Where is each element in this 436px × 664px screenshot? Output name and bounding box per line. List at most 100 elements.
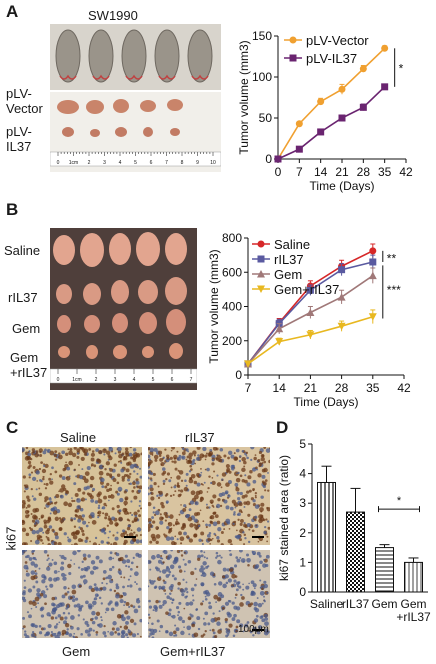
nucleus — [236, 619, 241, 624]
nucleus — [159, 520, 164, 525]
nucleus — [110, 607, 115, 612]
nucleus — [185, 601, 190, 606]
ruler-number: 2 — [88, 160, 91, 166]
nucleus — [119, 556, 124, 562]
nucleus — [80, 568, 84, 571]
nucleus — [230, 567, 232, 569]
nucleus — [47, 538, 50, 542]
nucleus — [119, 625, 122, 629]
nucleus — [118, 512, 121, 515]
nucleus — [31, 529, 37, 535]
nucleus — [181, 455, 186, 460]
nucleus — [133, 495, 138, 500]
nucleus — [102, 570, 107, 574]
nucleus — [53, 561, 58, 566]
nucleus — [138, 485, 142, 490]
nucleus — [30, 623, 35, 627]
nucleus — [30, 513, 33, 516]
nucleus — [226, 469, 230, 473]
nucleus — [215, 457, 219, 461]
nucleus — [97, 498, 103, 504]
nucleus — [27, 452, 32, 457]
nucleus — [54, 516, 59, 521]
y-axis-label: ki67 stained area (ratio) — [277, 455, 291, 581]
nucleus — [234, 596, 237, 599]
nucleus — [103, 495, 107, 500]
nucleus — [253, 456, 257, 461]
nucleus — [121, 478, 125, 482]
nucleus — [118, 453, 123, 459]
nucleus — [155, 599, 159, 604]
nucleus — [133, 518, 138, 523]
nucleus — [122, 507, 127, 513]
nucleus — [54, 632, 57, 635]
nucleus — [232, 634, 236, 638]
ihc-label-saline: Saline — [60, 430, 97, 445]
nucleus — [235, 477, 241, 483]
nucleus — [34, 539, 40, 545]
nucleus — [115, 524, 118, 527]
nucleus — [61, 629, 67, 635]
nucleus — [22, 527, 27, 533]
nucleus — [46, 519, 50, 524]
nucleus — [98, 504, 101, 507]
nucleus — [216, 482, 222, 487]
x-tick-label: 14 — [314, 165, 328, 179]
nucleus — [126, 478, 130, 482]
nucleus — [188, 538, 194, 543]
nucleus — [185, 484, 188, 487]
nucleus — [109, 588, 113, 592]
nucleus — [262, 484, 266, 489]
legend-label: pLV-Vector — [306, 33, 369, 48]
ruler-number: 4 — [133, 377, 136, 383]
nucleus — [149, 447, 155, 453]
nucleus — [241, 467, 246, 473]
legend-label: rIL37 — [274, 252, 304, 267]
nucleus — [116, 504, 120, 509]
nucleus — [157, 485, 160, 488]
nucleus — [251, 529, 255, 533]
nucleus — [231, 585, 234, 588]
nucleus — [127, 524, 131, 528]
nucleus — [126, 526, 131, 531]
nucleus — [164, 592, 167, 595]
nucleus — [139, 507, 142, 510]
nucleus — [213, 532, 216, 536]
nucleus — [165, 630, 169, 634]
nucleus — [155, 540, 159, 545]
nucleus — [91, 520, 97, 525]
nucleus — [174, 467, 178, 471]
nucleus — [258, 568, 261, 572]
nucleus — [266, 520, 270, 523]
nucleus — [93, 598, 96, 600]
nucleus — [213, 582, 217, 586]
nucleus — [202, 484, 204, 486]
nucleus — [98, 497, 100, 499]
nucleus — [185, 458, 188, 461]
nucleus — [90, 457, 95, 462]
nucleus — [201, 571, 205, 575]
nucleus — [136, 465, 139, 469]
nucleus — [162, 456, 165, 459]
nucleus — [171, 447, 175, 450]
nucleus — [175, 627, 180, 632]
nucleus — [180, 554, 184, 557]
nucleus — [137, 597, 140, 600]
nucleus — [100, 477, 105, 483]
nucleus — [194, 462, 197, 465]
nucleus — [239, 556, 242, 559]
data-point — [275, 338, 284, 346]
nucleus — [197, 627, 201, 631]
nucleus — [54, 458, 58, 461]
nucleus — [73, 517, 76, 521]
nucleus — [148, 447, 151, 451]
nucleus — [262, 518, 266, 522]
nucleus — [266, 506, 269, 510]
nucleus — [178, 454, 182, 458]
nucleus — [227, 613, 232, 618]
nucleus — [173, 457, 177, 460]
nucleus — [135, 565, 139, 569]
nucleus — [245, 454, 248, 457]
nucleus — [197, 454, 200, 457]
nucleus — [30, 607, 33, 610]
